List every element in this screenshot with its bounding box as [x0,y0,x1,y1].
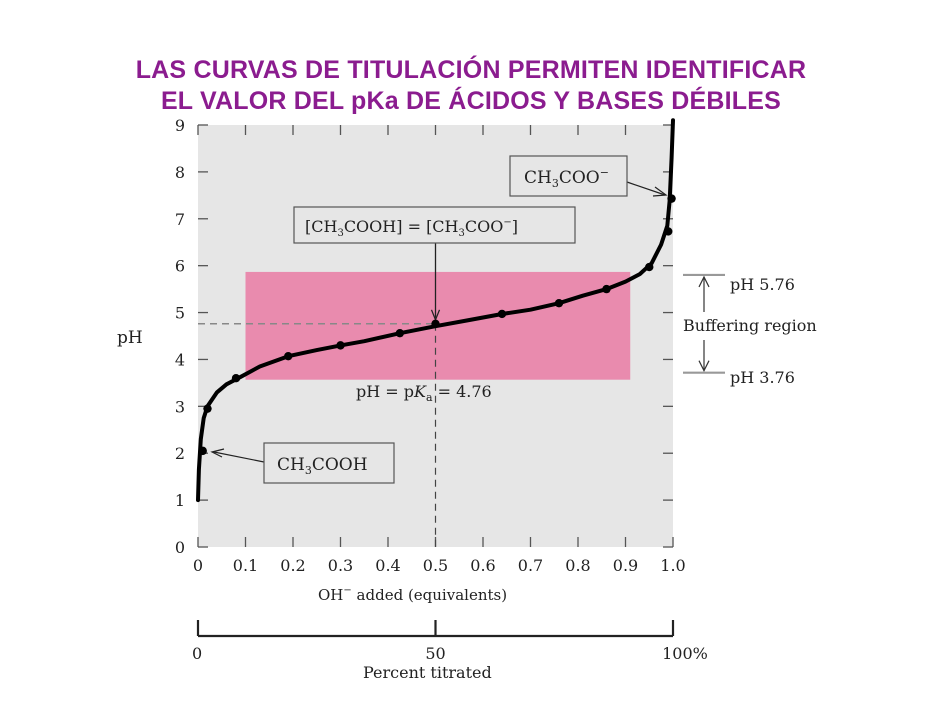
percent-axis: 0 50 100% [192,620,708,663]
percent-axis-label: Percent titrated [363,663,492,682]
axis-ticks: 0 1 2 3 4 5 6 7 8 9 0 0.1 0.2 0.3 0.4 0.5 0.6 0.7 0.8 0.9 1.… [175,116,686,575]
y-tick-label: 0 [175,538,185,557]
y-tick-label: 6 [175,257,185,276]
y-tick-label: 7 [175,210,185,229]
data-point [645,262,654,272]
data-point [395,328,405,338]
data-point [667,194,676,203]
x-tick-label: 0.9 [613,556,638,575]
svg-text:CH3COOH: CH3COOH [277,455,368,477]
x-tick-label: 0.7 [518,556,543,575]
data-point [231,374,241,383]
y-tick-label: 4 [175,350,185,369]
bracket-down-arrowhead [698,360,710,373]
y-tick-label: 9 [175,116,185,135]
y-tick-label: 5 [175,304,185,323]
svg-text:CH3COO−: CH3COO− [524,166,609,190]
equal-concentration-annotation: [CH3COOH] = [CH3COO−] [293,206,576,244]
acetate-arrowhead [652,186,668,197]
x-tick-label: 0.1 [233,556,258,575]
percent-tick-label: 50 [425,644,445,663]
y-tick-label: 8 [175,163,185,182]
y-tick-label: 2 [175,444,185,463]
data-point [198,446,207,456]
x-tick-label: 0.5 [423,556,448,575]
buffering-region-label: Buffering region [683,316,817,335]
acetate-arrow [626,181,666,196]
data-points [198,194,676,456]
buffer-bracket [683,273,725,374]
guide-lines [198,181,668,547]
x-tick-label: 0.8 [565,556,590,575]
x-tick-label: 0.3 [328,556,353,575]
x-tick-label: 0.4 [375,556,400,575]
ph-high-label: pH 5.76 [730,275,795,294]
data-point [664,227,673,236]
svg-text:[CH3COOH] = [CH3COO−]: [CH3COOH] = [CH3COO−] [305,217,518,239]
acid-arrowhead [210,448,225,458]
x-axis-label: OH− added (equivalents) [318,585,507,604]
slide-title-line1: LAS CURVAS DE TITULACIÓN PERMITEN IDENTI… [135,56,807,84]
data-point [203,404,212,413]
x-tick-label: 1.0 [660,556,685,575]
data-point [431,319,440,329]
data-point [602,284,611,294]
x-tick-label: 0.2 [280,556,305,575]
y-tick-label: 3 [175,397,185,416]
ph-low-label: pH 3.76 [730,368,795,387]
acid-annotation: CH3COOH [263,442,395,484]
x-tick-label: 0.6 [470,556,495,575]
data-point [497,309,507,319]
acetate-annotation: CH3COO− [509,155,628,197]
data-point [554,298,564,308]
data-point [336,341,345,350]
y-tick-label: 1 [175,491,185,510]
x-tick-label: 0 [193,556,203,575]
percent-tick-label: 100% [662,644,708,663]
pka-label: pH = pKa = 4.76 [356,382,492,404]
y-axis-label: pH [117,328,143,348]
data-point [284,351,293,361]
slide-title-line2: EL VALOR DEL pKa DE ÁCIDOS Y BASES DÉBIL… [160,87,782,115]
percent-tick-label: 0 [192,644,202,663]
acid-arrow [213,451,265,463]
bracket-up-arrowhead [698,275,710,288]
